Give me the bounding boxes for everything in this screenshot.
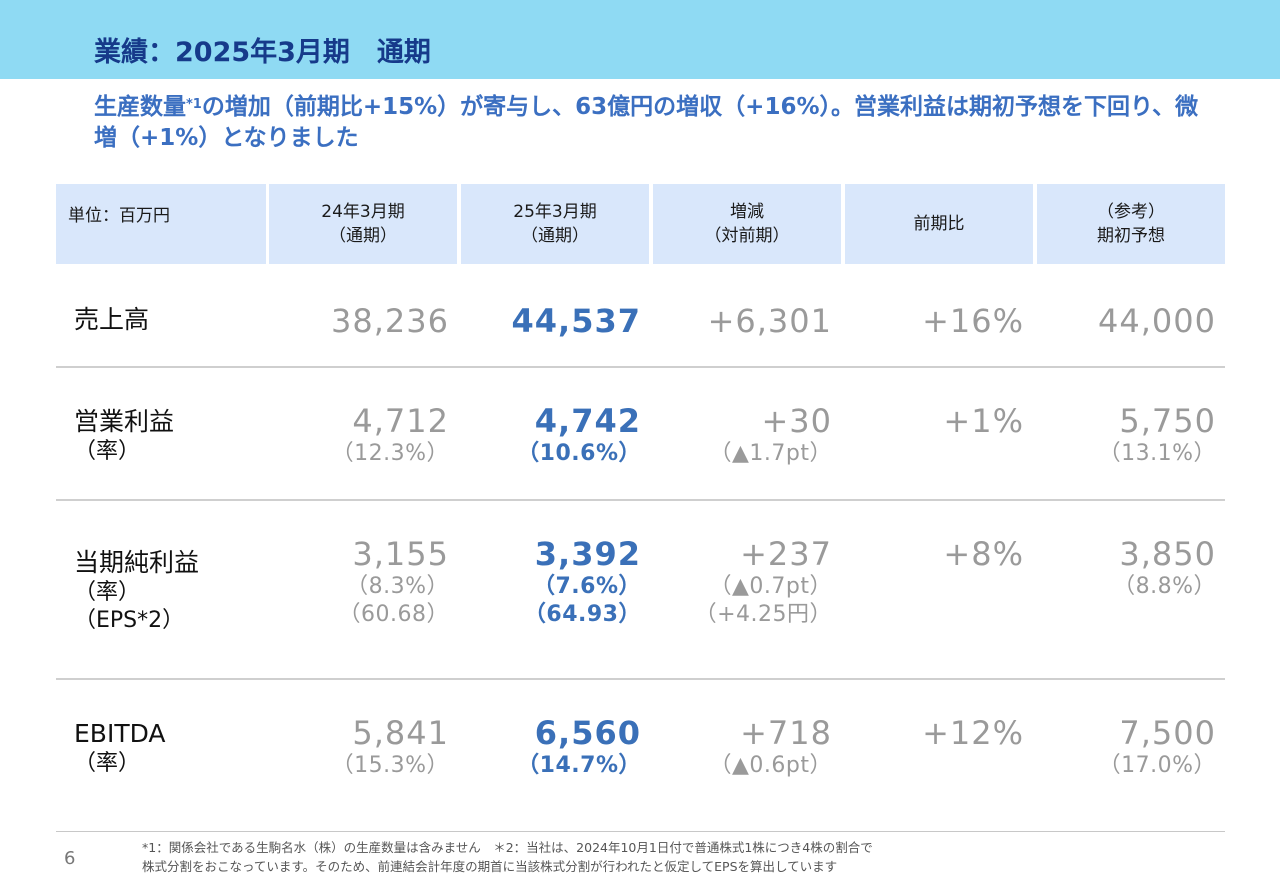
title-banner [0, 0, 1280, 79]
header-fy25-line2: （通期） [520, 226, 589, 246]
row-divider-1 [56, 366, 1225, 368]
footnotes: *1：関係会社である生駒名水（株）の生産数量は含みません ＊2：当社は、2024… [142, 838, 1142, 876]
summary-part-2: の増加（前期比+15%）が寄与し、63億円の増収（+16%）。営業利益は期初予想… [94, 94, 1199, 151]
footnote-line-2: 株式分割をおこなっています。そのため、前連結会計年度の期首に当該株式分割が行われ… [142, 859, 838, 874]
header-forecast: （参考） 期初予想 [1037, 184, 1225, 264]
sales-fy25: 44,537 [511, 302, 641, 340]
header-fy24-line2: （通期） [328, 226, 397, 246]
row-divider-3 [56, 678, 1225, 680]
net-change-eps: （+4.25円） [694, 602, 832, 627]
row-sublabel-net-eps: （EPS*2） [74, 608, 185, 633]
ebitda-forecast-rate: （17.0%） [1098, 753, 1216, 778]
header-unit: 単位：百万円 [56, 184, 266, 264]
net-fy25-rate: （7.6%） [532, 574, 641, 599]
sales-yoy: +16% [922, 302, 1024, 340]
net-yoy: +8% [943, 535, 1024, 573]
sales-change: +6,301 [707, 302, 832, 340]
row-sublabel-ebitda-rate: （率） [74, 751, 141, 776]
sales-fy24: 38,236 [331, 302, 449, 340]
row-divider-2 [56, 499, 1225, 501]
page-number: 6 [64, 848, 76, 869]
ebitda-fy25: 6,560 [534, 714, 641, 752]
header-fy24-line1: 24年3月期 [321, 202, 405, 222]
header-yoy-label: 前期比 [913, 214, 965, 234]
header-fy25-line1: 25年3月期 [513, 202, 597, 222]
headline-summary: 生産数量*1の増加（前期比+15%）が寄与し、63億円の増収（+16%）。営業利… [94, 92, 1214, 154]
op-fy25: 4,742 [534, 402, 641, 440]
header-change: 増減 （対前期） [653, 184, 841, 264]
summary-part-1: 生産数量 [94, 94, 186, 120]
net-fy24: 3,155 [352, 535, 449, 573]
op-change: +30 [761, 402, 832, 440]
op-fy24: 4,712 [352, 402, 449, 440]
header-change-line1: 増減 [730, 202, 764, 222]
net-fy24-rate: （8.3%） [346, 574, 449, 599]
net-fy25-eps: （64.93） [523, 602, 641, 627]
ebitda-forecast: 7,500 [1119, 714, 1216, 752]
ebitda-change-rate: （▲0.6pt） [709, 753, 832, 778]
row-sublabel-op-rate: （率） [74, 439, 141, 464]
header-unit-label: 単位：百万円 [68, 206, 170, 226]
op-forecast: 5,750 [1119, 402, 1216, 440]
net-forecast-rate: （8.8%） [1113, 574, 1216, 599]
page-title: 業績：2025年3月期 通期 [94, 37, 431, 68]
ebitda-yoy: +12% [922, 714, 1024, 752]
op-fy24-rate: （12.3%） [331, 441, 449, 466]
op-fy25-rate: （10.6%） [517, 441, 641, 466]
header-fy25: 25年3月期 （通期） [461, 184, 649, 264]
row-label-op: 営業利益 [74, 407, 175, 436]
row-label-sales: 売上高 [74, 305, 150, 334]
row-label-net: 当期純利益 [74, 548, 200, 577]
table-bottom-rule [56, 831, 1225, 832]
net-forecast: 3,850 [1119, 535, 1216, 573]
header-change-line2: （対前期） [704, 226, 790, 246]
footnote-mark-1: *1 [186, 97, 202, 112]
footnote-line-1: *1：関係会社である生駒名水（株）の生産数量は含みません ＊2：当社は、2024… [142, 840, 873, 855]
ebitda-fy24: 5,841 [352, 714, 449, 752]
row-label-ebitda: EBITDA [74, 719, 166, 748]
net-change-rate: （▲0.7pt） [709, 574, 832, 599]
ebitda-change: +718 [740, 714, 832, 752]
op-yoy: +1% [943, 402, 1024, 440]
row-sublabel-net-rate: （率） [74, 580, 141, 605]
net-fy24-eps: （60.68） [338, 602, 449, 627]
net-change: +237 [740, 535, 832, 573]
header-forecast-line2: 期初予想 [1097, 226, 1165, 246]
ebitda-fy25-rate: （14.7%） [517, 753, 641, 778]
sales-forecast: 44,000 [1098, 302, 1216, 340]
op-change-rate: （▲1.7pt） [709, 441, 832, 466]
net-fy25: 3,392 [534, 535, 641, 573]
ebitda-fy24-rate: （15.3%） [331, 753, 449, 778]
header-forecast-line1: （参考） [1097, 202, 1165, 222]
header-yoy: 前期比 [845, 184, 1033, 264]
op-forecast-rate: （13.1%） [1098, 441, 1216, 466]
header-fy24: 24年3月期 （通期） [269, 184, 457, 264]
